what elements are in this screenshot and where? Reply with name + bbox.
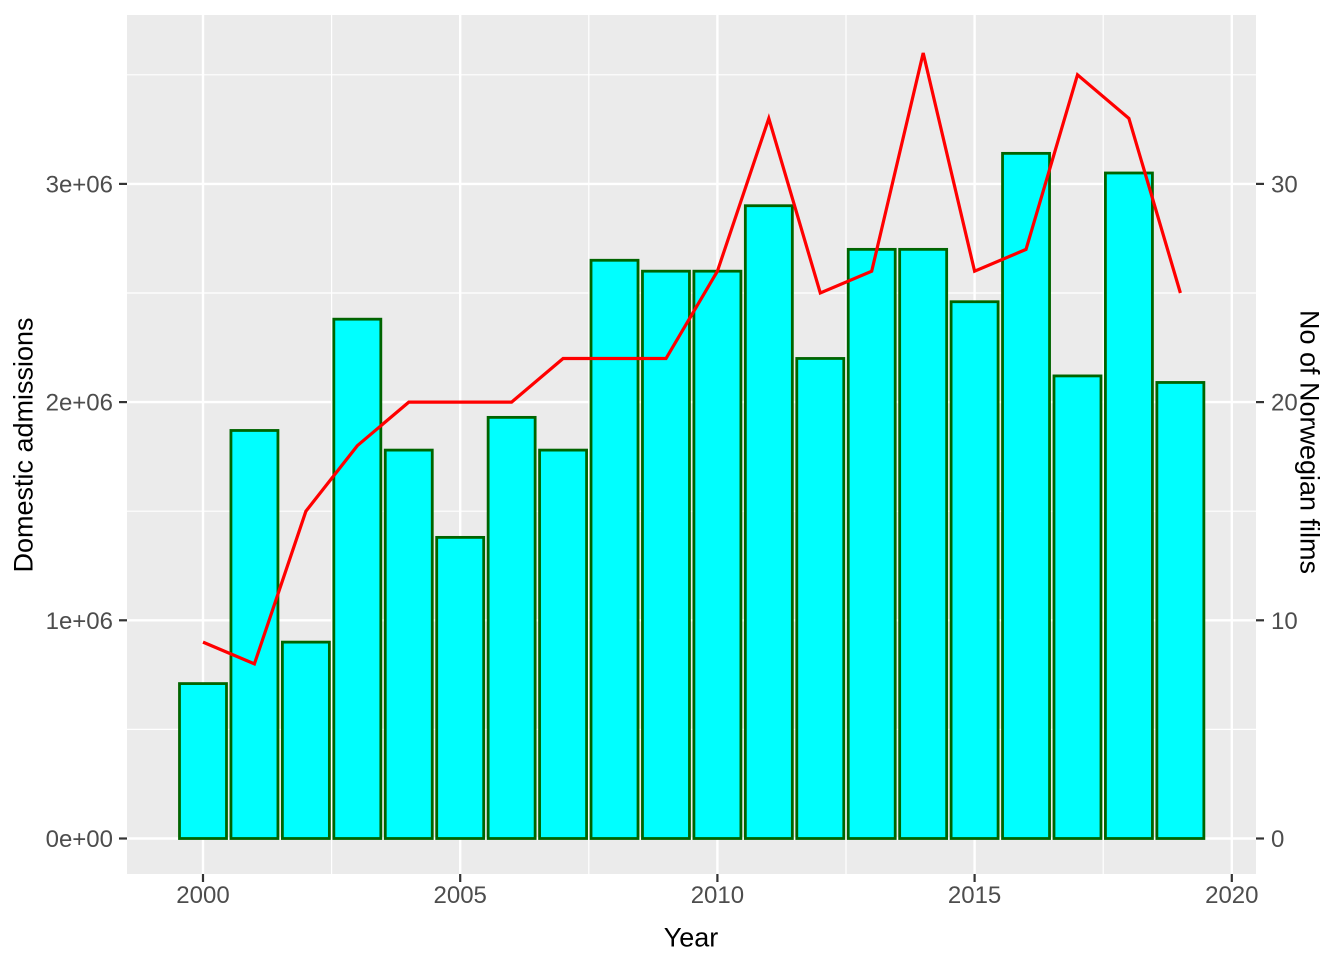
bar-2012: [795, 357, 846, 840]
right-axis-title: No of Norwegian films: [1294, 309, 1325, 575]
y-right-tick-label-0: 0: [1271, 826, 1284, 853]
bar-2015: [949, 300, 1000, 840]
bar-2019: [1155, 381, 1206, 840]
y-left-tick-label-0e+00: 0e+00: [46, 826, 113, 853]
bar-2014: [898, 247, 949, 840]
bar-2005: [435, 535, 486, 840]
y-left-tick-label-3e+06: 3e+06: [46, 171, 113, 198]
bar-2009: [641, 269, 691, 840]
bar-2000: [178, 682, 228, 840]
bar-2002: [280, 640, 331, 840]
bar-2018: [1104, 171, 1154, 840]
x-axis-title: Year: [663, 922, 719, 953]
bar-2007: [538, 448, 588, 840]
x-tick-label-2020: 2020: [1205, 882, 1258, 909]
bar-2010: [692, 269, 743, 840]
y-left-tick-label-2e+06: 2e+06: [46, 390, 113, 417]
y-right-tick-label-30: 30: [1271, 171, 1298, 198]
x-tick-label-2015: 2015: [948, 882, 1001, 909]
bar-2008: [589, 258, 640, 840]
films-line: [202, 52, 1182, 667]
x-tick-label-2010: 2010: [691, 882, 744, 909]
x-tick-label-2000: 2000: [176, 882, 229, 909]
y-right-tick-label-10: 10: [1271, 608, 1298, 635]
bar-2013: [846, 247, 897, 840]
y-right-tick-label-20: 20: [1271, 390, 1298, 417]
bar-2004: [383, 448, 434, 840]
bar-2011: [743, 204, 794, 840]
left-axis-title: Domestic admissions: [8, 317, 39, 573]
bar-2017: [1052, 374, 1103, 840]
bar-2016: [1001, 151, 1051, 840]
bar-2003: [332, 317, 383, 840]
bar-2006: [486, 415, 537, 840]
bar-2001: [229, 429, 280, 840]
x-tick-label-2005: 2005: [434, 882, 487, 909]
y-left-tick-label-1e+06: 1e+06: [46, 608, 113, 635]
